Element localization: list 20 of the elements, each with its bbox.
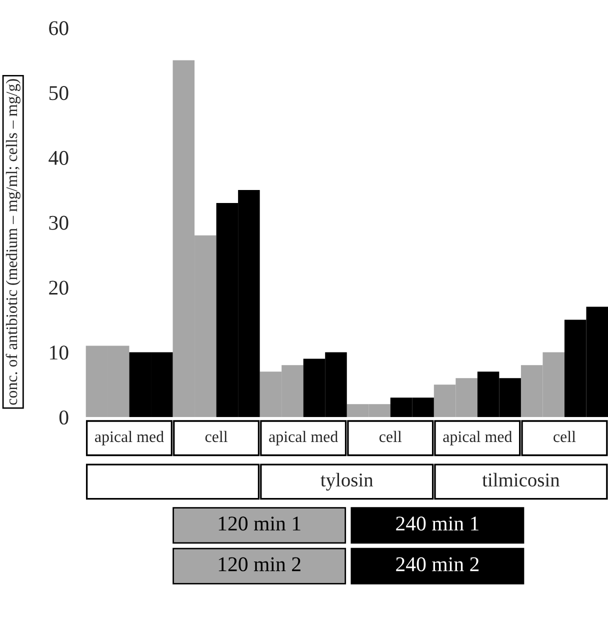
x-tick-label: cell (379, 430, 402, 442)
y-tick-label: 30 (49, 216, 68, 230)
text: tylosin (320, 472, 374, 491)
y-tick-label: 20 (49, 280, 68, 295)
x-tick-label: apical med (443, 430, 512, 446)
x-tick-label: cell (205, 430, 228, 442)
y-axis-title: conc. of antibiotic (medium – mg/ml; cells – mg/g) (6, 79, 20, 405)
text: 240 min 2 (396, 557, 479, 572)
text: 240 min 1 (396, 516, 478, 531)
y-tick-label: 40 (48, 150, 68, 165)
text: tilmicosin (482, 472, 560, 487)
x-tick-label: apical med (95, 430, 164, 446)
text: 120 min 2 (218, 557, 300, 572)
y-tick-label: 0 (59, 410, 68, 425)
text: 120 min 1 (218, 516, 300, 531)
y-tick-label: 50 (49, 86, 68, 100)
x-tick-label: apical med (269, 430, 338, 446)
x-tick-label: cell (554, 430, 576, 442)
y-tick-label: 10 (50, 346, 68, 360)
y-tick-label: 60 (49, 21, 68, 36)
